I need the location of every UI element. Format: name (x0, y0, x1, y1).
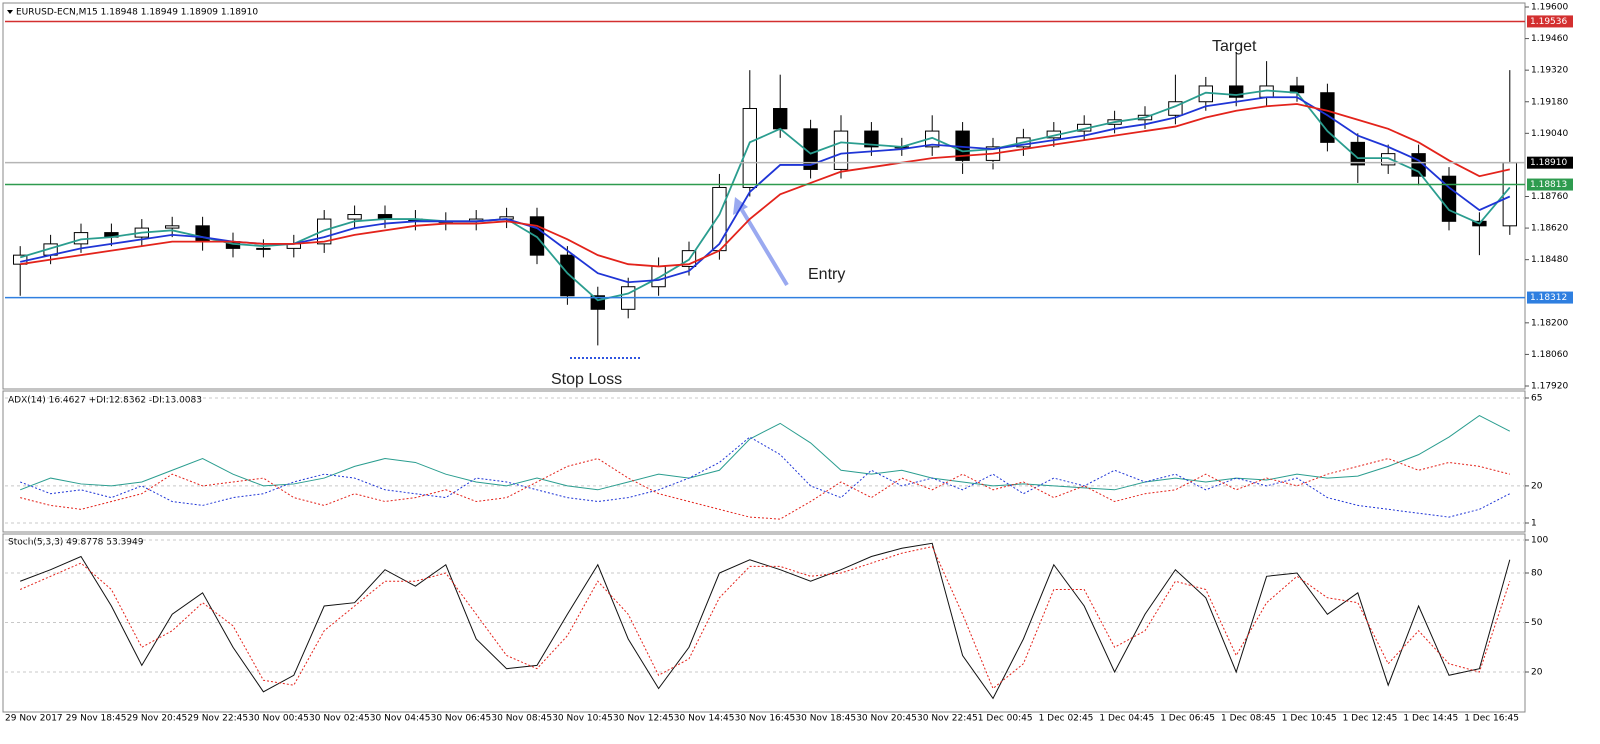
candle-body (833, 130, 849, 170)
x-tick-label: 30 Nov 16:45 (735, 714, 796, 724)
indicator-line (20, 414, 1511, 491)
moving-average (20, 103, 1510, 268)
x-tick-label: 30 Nov 00:45 (248, 714, 309, 724)
y-tick-label: 1.18200 (1531, 318, 1568, 328)
x-tick-label: 30 Nov 14:45 (674, 714, 735, 724)
price-level-tag (1527, 156, 1573, 169)
candle-body (773, 108, 788, 130)
x-tick-label: 1 Dec 10:45 (1282, 714, 1337, 724)
y-tick-label: 1.19040 (1531, 129, 1568, 139)
x-tick-label: 1 Dec 06:45 (1160, 714, 1215, 724)
x-tick-label: 29 Nov 18:45 (66, 714, 127, 724)
price-level-tag (1527, 15, 1573, 28)
x-tick-label: 1 Dec 16:45 (1464, 714, 1519, 724)
menu-arrow (7, 10, 13, 14)
price-level-tag (1527, 291, 1573, 304)
indicator-line (20, 436, 1511, 518)
stoch-title: Stoch(5,3,3) 49.8778 53.3949 (8, 538, 144, 548)
candle-body (1320, 92, 1335, 143)
price-level-label: 1.18813 (1530, 180, 1567, 190)
indicator-line (20, 542, 1511, 700)
x-tick-label: 29 Nov 20:45 (127, 714, 188, 724)
y-tick-label: 1.17920 (1531, 382, 1568, 392)
adx-panel (2, 390, 1526, 533)
candle-body (651, 265, 666, 288)
x-tick-label: 30 Nov 20:45 (856, 714, 917, 724)
y-tick-label: 20 (1531, 668, 1543, 678)
x-tick-label: 30 Nov 02:45 (309, 714, 370, 724)
price-level-label: 1.18910 (1530, 158, 1567, 168)
indicator-line (20, 546, 1511, 690)
candle-body (1441, 175, 1457, 222)
indicator-line (20, 458, 1510, 520)
candle-body (165, 225, 180, 229)
annotation-target: Target (1212, 38, 1257, 55)
y-tick-label: 1.19460 (1531, 34, 1568, 44)
candle-body (742, 108, 757, 188)
candle-body (529, 216, 545, 256)
adx-title: ADX(14) 16.4627 +DI:12.8362 -DI:13.0083 (8, 396, 202, 406)
x-tick-label: 29 Nov 2017 (5, 714, 63, 724)
price-level-label: 1.18312 (1530, 293, 1567, 303)
entry-arrow (740, 208, 789, 287)
x-tick-label: 30 Nov 08:45 (491, 714, 552, 724)
candle-body (195, 225, 210, 243)
moving-average (19, 89, 1511, 302)
candle-body (1381, 153, 1396, 166)
price-title: EURUSD-ECN,M15 1.18948 1.18949 1.18909 1… (16, 8, 258, 18)
x-tick-label: 1 Dec 00:45 (978, 714, 1033, 724)
x-tick-label: 1 Dec 04:45 (1099, 714, 1154, 724)
candle-body (347, 214, 362, 220)
x-tick-label: 30 Nov 06:45 (431, 714, 492, 724)
y-tick-label: 20 (1531, 481, 1543, 491)
x-tick-label: 29 Nov 22:45 (187, 714, 248, 724)
candle-body (712, 186, 727, 252)
candle-body (1229, 85, 1244, 98)
x-tick-label: 1 Dec 08:45 (1221, 714, 1276, 724)
x-tick-label: 1 Dec 12:45 (1343, 714, 1398, 724)
price-level-label: 1.19536 (1530, 17, 1567, 27)
y-tick-label: 1.19320 (1531, 66, 1568, 76)
y-tick-label: 1.19180 (1531, 97, 1568, 107)
x-tick-label: 1 Dec 02:45 (1039, 714, 1094, 724)
annotation-stop-loss: Stop Loss (551, 371, 622, 388)
y-tick-label: 65 (1531, 394, 1542, 404)
y-tick-label: 100 (1531, 536, 1548, 546)
candle-body (1350, 141, 1365, 166)
candle-body (560, 254, 575, 297)
price-level-tag (1527, 178, 1573, 191)
x-tick-label: 30 Nov 22:45 (917, 714, 978, 724)
y-tick-label: 80 (1531, 569, 1543, 579)
y-tick-label: 50 (1531, 618, 1543, 628)
y-tick-label: 1 (1531, 519, 1537, 529)
x-tick-label: 1 Dec 14:45 (1403, 714, 1458, 724)
y-tick-label: 1.18480 (1531, 255, 1568, 265)
y-tick-label: 1.18760 (1531, 192, 1568, 202)
entry-arrowhead (733, 197, 748, 215)
x-tick-label: 30 Nov 04:45 (370, 714, 431, 724)
x-tick-label: 30 Nov 18:45 (795, 714, 856, 724)
y-tick-label: 1.18060 (1531, 350, 1568, 360)
y-tick-label: 1.19600 (1531, 3, 1568, 13)
x-tick-label: 30 Nov 10:45 (552, 714, 613, 724)
candle-body (864, 130, 879, 148)
y-tick-label: 1.18620 (1531, 224, 1568, 234)
candle-body (256, 247, 271, 250)
annotation-entry: Entry (808, 266, 845, 283)
x-tick-label: 30 Nov 12:45 (613, 714, 674, 724)
